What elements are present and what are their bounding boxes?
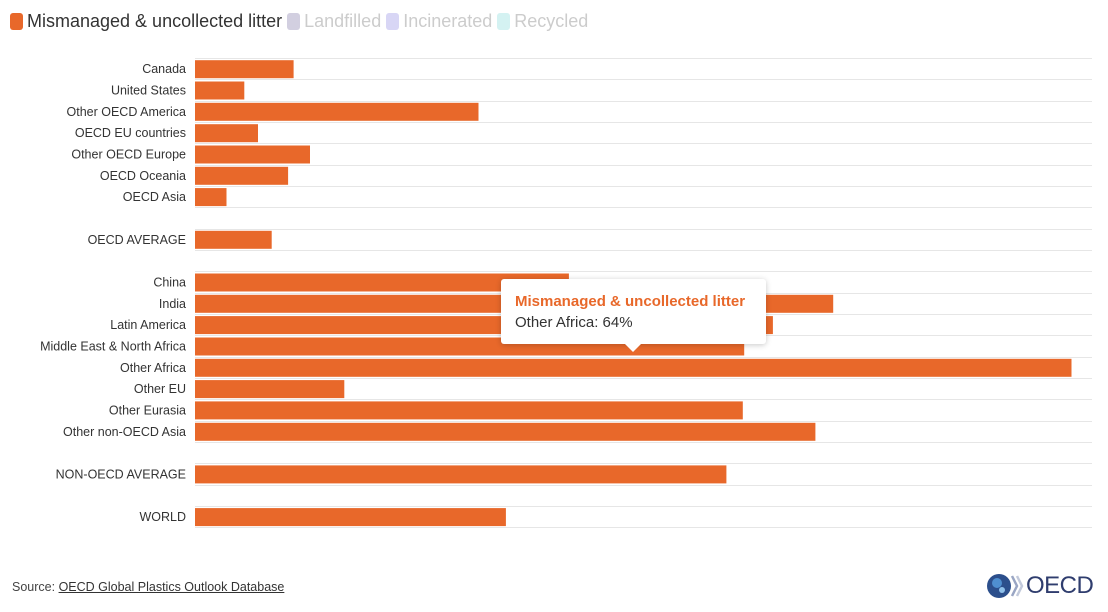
category-label: India bbox=[159, 297, 186, 311]
legend-swatch bbox=[497, 12, 511, 30]
tooltip-body: Other Africa: 64% bbox=[515, 314, 633, 331]
bar[interactable] bbox=[195, 188, 227, 207]
category-label: OECD Oceania bbox=[100, 169, 186, 183]
chart-tooltip: Mismanaged & uncollected litter Other Af… bbox=[501, 279, 766, 352]
bar[interactable] bbox=[195, 230, 272, 249]
category-label: China bbox=[153, 276, 186, 290]
legend-label: Landfilled bbox=[304, 11, 382, 31]
oecd-logo-text: OECD bbox=[1026, 572, 1094, 599]
bar[interactable] bbox=[195, 81, 245, 100]
bar[interactable] bbox=[195, 166, 289, 185]
category-label: Other EU bbox=[134, 382, 186, 396]
source-note: Source: OECD Global Plastics Outlook Dat… bbox=[12, 580, 284, 594]
bar[interactable] bbox=[195, 124, 258, 143]
source-link[interactable]: OECD Global Plastics Outlook Database bbox=[58, 580, 285, 594]
bar[interactable] bbox=[195, 508, 506, 527]
category-label: Other OECD America bbox=[67, 105, 187, 119]
bar[interactable] bbox=[195, 422, 816, 441]
category-label: Other OECD Europe bbox=[71, 148, 186, 162]
oecd-globe-icon bbox=[987, 574, 1024, 598]
category-label: Other non-OECD Asia bbox=[63, 425, 186, 439]
category-label: Latin America bbox=[110, 318, 186, 332]
grid-lines bbox=[195, 58, 1092, 528]
legend-item[interactable]: Recycled bbox=[497, 9, 588, 33]
category-label: WORLD bbox=[139, 510, 186, 524]
bar[interactable] bbox=[195, 145, 310, 164]
bar[interactable] bbox=[195, 358, 1072, 377]
chart-legend: Mismanaged & uncollected litter Landfille… bbox=[10, 9, 593, 33]
bar[interactable] bbox=[195, 273, 569, 292]
tooltip-value: 64% bbox=[602, 314, 633, 331]
category-label: OECD AVERAGE bbox=[88, 233, 186, 247]
category-label: OECD Asia bbox=[123, 190, 186, 204]
legend-label: Recycled bbox=[514, 11, 589, 31]
category-label: OECD EU countries bbox=[75, 126, 186, 140]
legend-label: Mismanaged & uncollected litter bbox=[27, 11, 283, 31]
legend-swatch bbox=[386, 12, 400, 30]
tooltip-category: Other Africa bbox=[515, 314, 595, 331]
bar[interactable] bbox=[195, 102, 479, 121]
bar[interactable] bbox=[195, 380, 345, 399]
bar[interactable] bbox=[195, 401, 743, 420]
bar[interactable] bbox=[195, 60, 294, 79]
legend-item[interactable]: Incinerated bbox=[386, 9, 492, 33]
category-label: NON-OECD AVERAGE bbox=[56, 467, 186, 481]
tooltip-title: Mismanaged & uncollected litter bbox=[515, 293, 746, 310]
category-label: Canada bbox=[142, 62, 186, 76]
legend-swatch bbox=[10, 12, 23, 30]
legend-label: Incinerated bbox=[403, 11, 493, 31]
category-label: Other Eurasia bbox=[109, 403, 186, 417]
bar-chart: Canada United States Other OECD America OEC… bbox=[40, 58, 1092, 528]
legend-swatch bbox=[287, 12, 301, 30]
category-label: Other Africa bbox=[120, 361, 186, 375]
category-label: Middle East & North Africa bbox=[40, 340, 186, 354]
legend-item[interactable]: Mismanaged & uncollected litter bbox=[10, 9, 282, 33]
oecd-logo: OECD bbox=[986, 572, 1094, 600]
source-prefix: Source: bbox=[12, 580, 59, 594]
category-label: United States bbox=[111, 84, 186, 98]
legend-item[interactable]: Landfilled bbox=[287, 9, 381, 33]
bar[interactable] bbox=[195, 465, 727, 484]
